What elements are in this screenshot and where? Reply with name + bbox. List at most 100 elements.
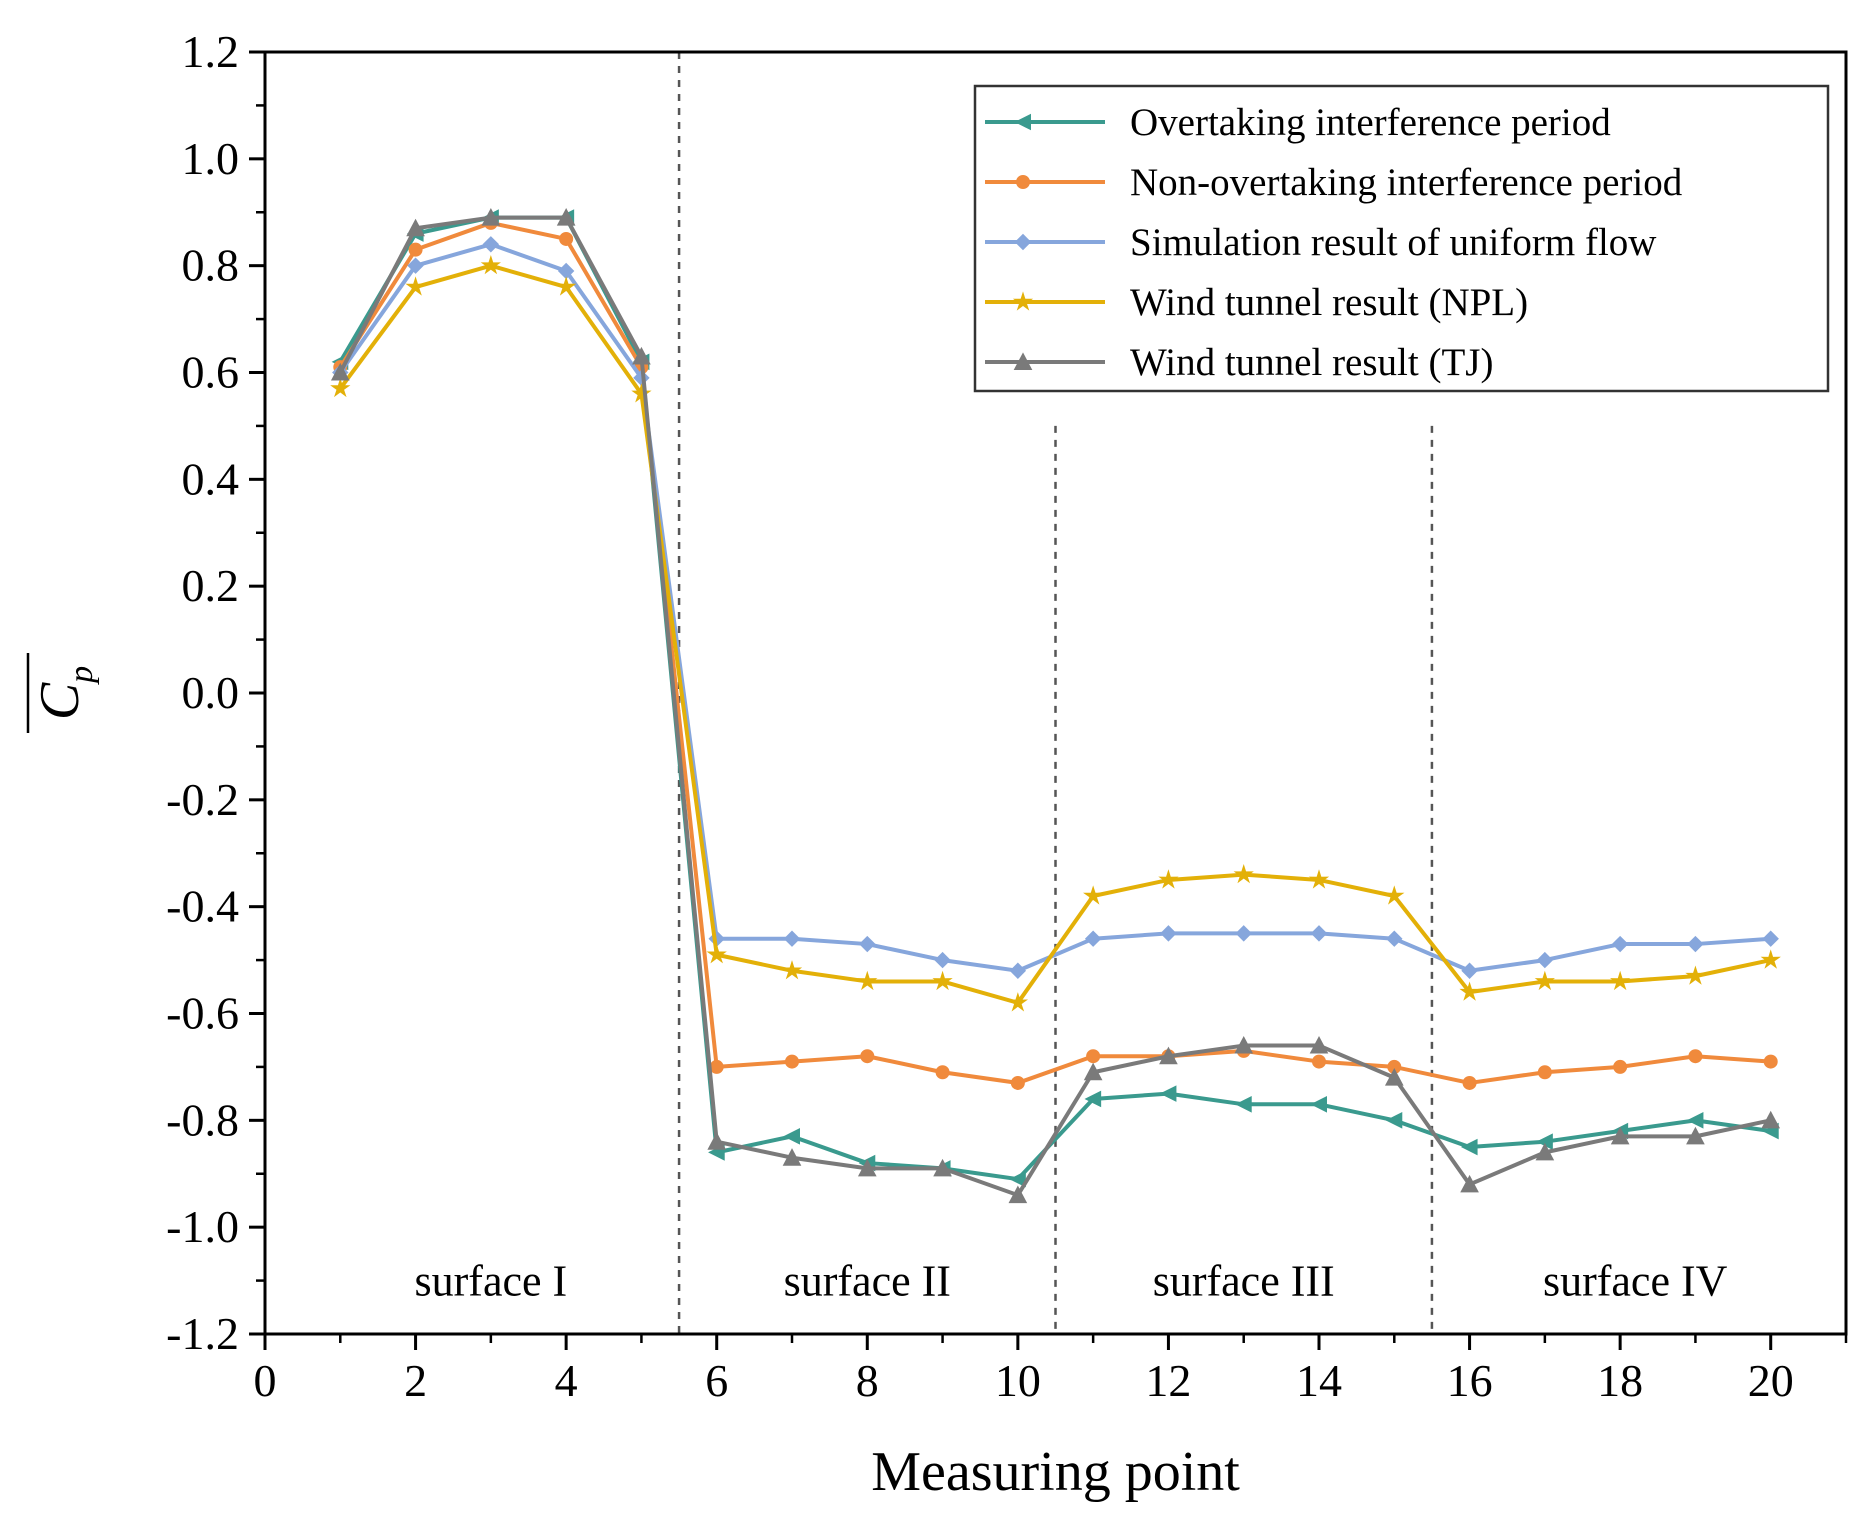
- data-point: [1613, 1059, 1628, 1074]
- data-point: [783, 1128, 800, 1145]
- data-point: [406, 218, 425, 237]
- data-point: [330, 362, 350, 381]
- legend-marker: [1013, 352, 1033, 370]
- data-point: [1160, 925, 1177, 942]
- y-tick-label: -0.2: [166, 774, 239, 825]
- legend-item: Simulation result of uniform flow: [985, 221, 1656, 264]
- legend-item: Wind tunnel result (NPL): [985, 281, 1528, 324]
- legend-marker: [1014, 113, 1031, 131]
- data-point: [1086, 1049, 1101, 1064]
- region-labels: surface I surface II surface III surface IV: [415, 1257, 1728, 1306]
- legend-label: Wind tunnel result (TJ): [1130, 341, 1493, 384]
- data-point: [1536, 951, 1554, 969]
- data-point: [785, 1054, 799, 1069]
- data-point: [782, 1148, 802, 1166]
- data-point: [1459, 981, 1480, 1001]
- data-point: [559, 231, 574, 246]
- data-point: [1312, 1054, 1326, 1069]
- x-tick-label: 2: [404, 1355, 427, 1406]
- y-axis-title: Cp: [26, 653, 100, 733]
- data-point: [935, 1065, 950, 1080]
- data-point: [1233, 863, 1254, 884]
- data-point: [1235, 925, 1252, 942]
- data-point: [1460, 1174, 1479, 1193]
- y-tick-label: 0.6: [182, 347, 240, 398]
- data-point: [1687, 935, 1704, 953]
- legend-item: Overtaking interference period: [985, 101, 1611, 144]
- data-point: [1761, 1110, 1781, 1129]
- y-tick-label: 0.2: [182, 560, 240, 611]
- data-point: [482, 236, 500, 253]
- data-point: [1384, 1068, 1404, 1086]
- series-3: [332, 236, 1779, 979]
- data-point: [1462, 1075, 1477, 1090]
- data-point: [1310, 925, 1328, 942]
- series-line: [338, 220, 1771, 1085]
- data-point: [1007, 992, 1028, 1012]
- y-axis-title-text: Cp: [29, 666, 100, 720]
- series-5: [330, 208, 1781, 1204]
- data-point: [857, 970, 878, 991]
- x-tick-label: 10: [995, 1355, 1041, 1406]
- data-point: [1385, 1112, 1403, 1129]
- data-point: [1084, 930, 1102, 947]
- legend-box: [973, 84, 1830, 393]
- data-point: [407, 257, 424, 274]
- y-tick-label: 1.0: [182, 133, 240, 184]
- data-point: [405, 276, 426, 296]
- legend-marker: [1014, 233, 1032, 251]
- data-point: [933, 1158, 952, 1177]
- data-point: [1763, 1054, 1778, 1069]
- x-tick-label: 6: [705, 1355, 728, 1406]
- data-point: [330, 377, 351, 398]
- data-point: [781, 960, 803, 980]
- series-line: [338, 263, 1772, 1005]
- region-label: surface IV: [1543, 1257, 1728, 1306]
- data-point: [1534, 970, 1555, 991]
- x-tick-label: 0: [254, 1355, 277, 1406]
- data-point: [1610, 1126, 1630, 1145]
- x-tick-label: 8: [856, 1355, 879, 1406]
- region-label: surface II: [784, 1257, 951, 1306]
- data-point: [1460, 1138, 1478, 1156]
- data-point: [1688, 1049, 1703, 1064]
- data-point: [1384, 885, 1405, 905]
- x-tick-label: 20: [1748, 1355, 1794, 1406]
- y-tick-label: 0.4: [182, 453, 240, 504]
- data-point: [1158, 869, 1179, 889]
- data-point: [709, 1059, 724, 1074]
- data-point: [1083, 885, 1104, 905]
- data-point: [480, 255, 501, 275]
- data-point: [1686, 1112, 1704, 1129]
- y-tick-label: -1.0: [166, 1201, 239, 1252]
- data-point: [1309, 1035, 1329, 1054]
- data-point: [1685, 965, 1706, 985]
- data-point: [1310, 1095, 1327, 1113]
- legend-label: Overtaking interference period: [1130, 101, 1611, 144]
- data-point: [1611, 935, 1629, 953]
- legend-label: Non-overtaking interference period: [1130, 161, 1683, 204]
- y-tick-label: -0.6: [166, 988, 239, 1039]
- data-point: [1010, 1075, 1025, 1090]
- divider-layer: [677, 52, 1434, 1334]
- data-point: [1461, 962, 1478, 979]
- y-tick-label: 0.0: [182, 667, 240, 718]
- series-layer: [330, 208, 1781, 1204]
- y-tick-label: 1.2: [182, 26, 240, 77]
- data-point: [1159, 1085, 1177, 1102]
- data-point: [481, 208, 501, 226]
- data-point: [1610, 970, 1631, 991]
- x-tick-label: 4: [555, 1355, 578, 1406]
- legend-item: Wind tunnel result (TJ): [985, 341, 1493, 384]
- data-point: [408, 242, 423, 257]
- data-point: [1537, 1065, 1552, 1080]
- legend-item: Non-overtaking interference period: [985, 161, 1683, 204]
- data-point: [1686, 1126, 1705, 1145]
- data-point: [706, 944, 727, 964]
- series-line: [338, 242, 1771, 973]
- tick-labels: 0 2 4 6 8 10 12 14 16 18 20 1.2 1.0 0.8 0.6 0.4 0.2 0.0 -0…: [166, 26, 1794, 1406]
- data-point: [631, 383, 652, 403]
- data-point: [556, 208, 576, 226]
- y-axis-title-symbol: C: [29, 682, 91, 720]
